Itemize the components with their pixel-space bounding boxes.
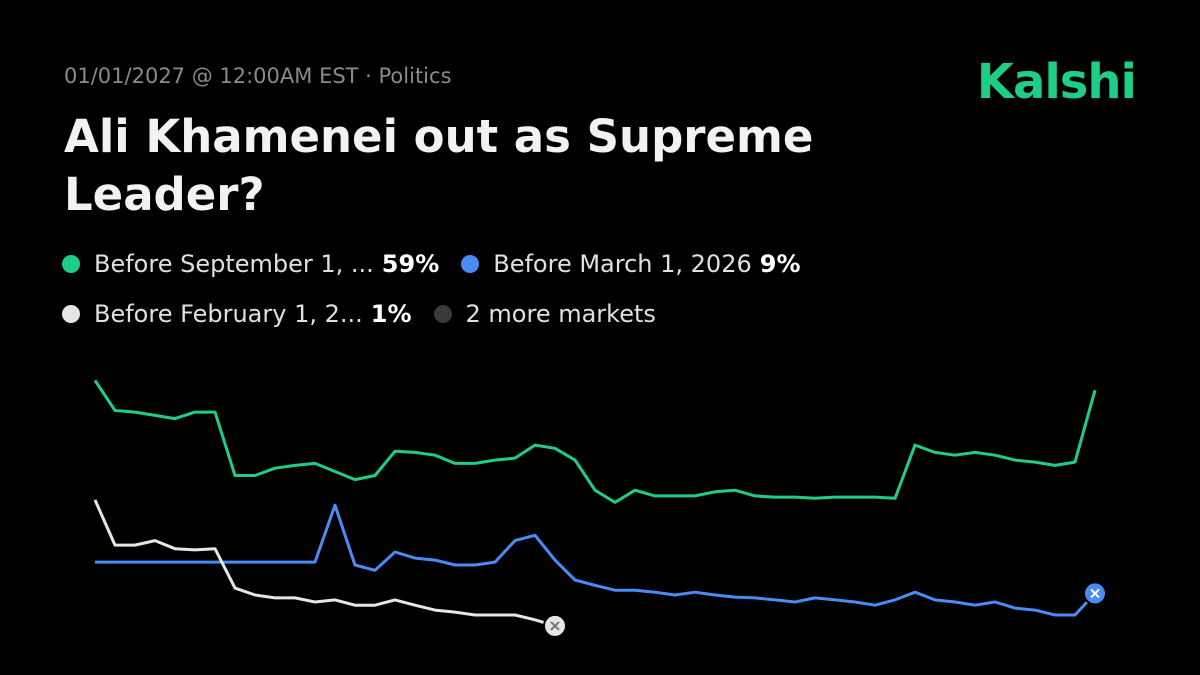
series-line — [93, 499, 556, 628]
legend-dot — [461, 255, 480, 273]
series-line — [93, 379, 1097, 504]
legend-dot — [433, 305, 452, 323]
series-line — [95, 503, 1097, 617]
legend-dot — [62, 255, 80, 273]
legend-value: 9% — [759, 250, 801, 278]
end-cross — [1090, 588, 1100, 599]
legend-label: Before February 1, 2... — [94, 300, 363, 328]
legend-value: 1% — [370, 300, 412, 328]
legend-dot — [62, 305, 80, 323]
legend-label: 2 more markets — [465, 300, 656, 328]
legend-label: Before September 1, ... — [94, 250, 374, 278]
legend: Before September 1, ... 59% Before March 1… — [62, 246, 862, 332]
legend-item: Before March 1, 2026 9% — [461, 246, 801, 282]
market-title: Ali Khamenei out as Supreme Leader? — [64, 110, 814, 221]
end-marker — [1083, 581, 1107, 606]
end-marker — [543, 613, 567, 638]
brand-logo: Kalshi — [976, 54, 1137, 110]
end-cross — [550, 621, 560, 631]
legend-more: 2 more markets — [433, 296, 656, 332]
legend-value: 59% — [381, 250, 440, 278]
legend-item: Before February 1, 2... 1% — [62, 296, 412, 332]
legend-item: Before September 1, ... 59% — [62, 246, 439, 282]
legend-label: Before March 1, 2026 — [493, 250, 752, 278]
market-meta: 01/01/2027 @ 12:00AM EST · Politics — [64, 64, 452, 88]
